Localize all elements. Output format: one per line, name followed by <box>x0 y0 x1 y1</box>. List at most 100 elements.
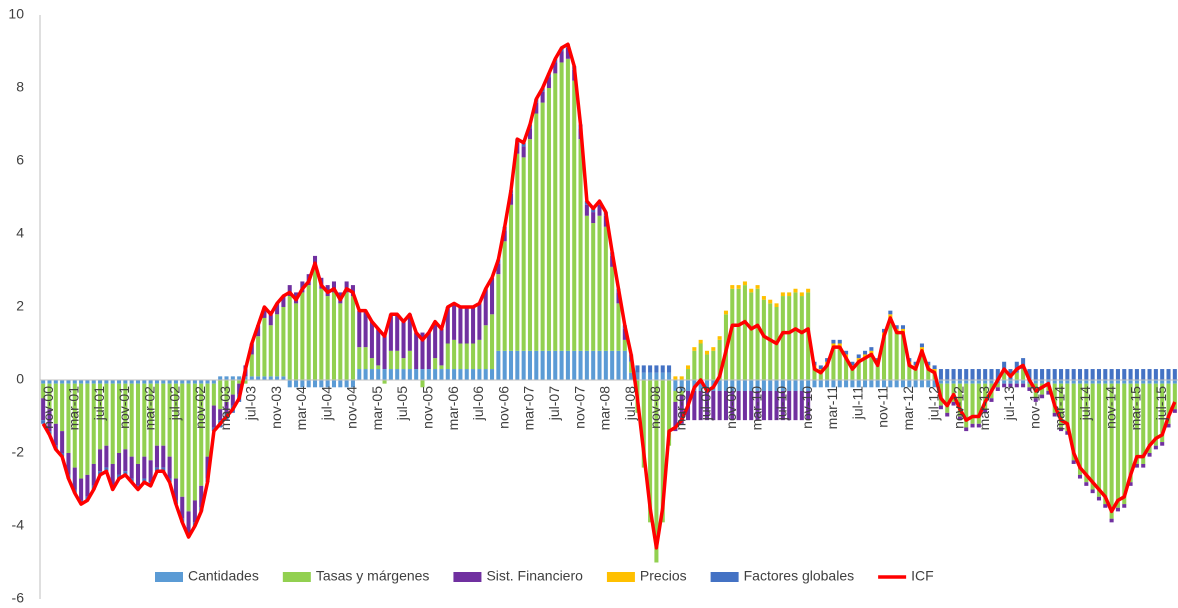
bar-segment <box>407 369 412 380</box>
bar-segment <box>913 380 918 388</box>
bar-segment <box>704 350 710 355</box>
bar-segment <box>142 383 147 457</box>
bar-segment <box>186 380 191 384</box>
bar-segment <box>407 314 412 351</box>
bar-segment <box>995 383 1000 388</box>
bar-segment <box>881 380 887 388</box>
bar-segment <box>173 383 178 479</box>
bar-segment <box>312 266 318 380</box>
bar-segment <box>641 380 646 468</box>
bar-segment <box>1046 369 1051 380</box>
bar-segment <box>610 266 615 351</box>
bar-segment <box>471 369 476 380</box>
bar-segment <box>831 380 836 388</box>
x-tick-label: mar-01 <box>65 386 81 431</box>
bar-segment <box>376 365 381 370</box>
bar-segment <box>844 380 849 388</box>
bar-segment <box>426 369 431 380</box>
bar-segment <box>1147 369 1152 380</box>
bar-segment <box>262 317 267 377</box>
bar-segment <box>262 307 267 318</box>
bar-segment <box>793 292 798 380</box>
bar-segment <box>1122 504 1127 508</box>
bar-segment <box>938 405 943 410</box>
bar-segment <box>1172 380 1177 384</box>
bar-segment <box>515 350 520 380</box>
bar-segment <box>540 102 545 351</box>
bar-segment <box>913 361 918 366</box>
bar-segment <box>1141 369 1146 380</box>
bar-segment <box>53 380 58 384</box>
bar-segment <box>148 380 153 384</box>
bar-segment <box>660 372 665 380</box>
bar-segment <box>1141 463 1146 468</box>
bar-segment <box>1065 383 1070 432</box>
x-tick-label: jul-09 <box>698 386 714 421</box>
bar-segment <box>1103 369 1108 380</box>
bar-segment <box>357 310 362 348</box>
bar-segment <box>142 380 147 384</box>
bar-segment <box>1115 369 1120 380</box>
bar-segment <box>117 380 122 384</box>
bar-segment <box>945 369 950 380</box>
bar-segment <box>692 390 697 421</box>
bar-segment <box>123 380 128 384</box>
bar-segment <box>932 365 937 370</box>
bar-segment <box>376 328 381 366</box>
bar-segment <box>135 383 141 464</box>
bar-segment <box>1002 361 1007 373</box>
bar-segment <box>129 456 134 479</box>
bar-segment <box>237 383 242 395</box>
bar-segment <box>490 277 495 315</box>
bar-segment <box>53 423 58 446</box>
bar-segment <box>458 369 463 380</box>
x-tick-label: nov-04 <box>344 386 360 429</box>
bar-segment <box>1014 372 1019 380</box>
bar-segment <box>951 369 956 380</box>
bar-segment <box>976 369 981 380</box>
bar-segment <box>1115 380 1120 384</box>
bar-segment <box>527 350 532 380</box>
bar-segment <box>1077 369 1083 380</box>
y-tick-label: -6 <box>12 590 25 603</box>
bar-segment <box>382 332 387 370</box>
bar-segment <box>1153 369 1158 380</box>
bar-segment <box>957 383 962 417</box>
bar-segment <box>85 380 90 384</box>
bar-segment <box>559 51 564 63</box>
bar-segment <box>774 303 779 307</box>
bar-segment <box>483 288 488 326</box>
bar-segment <box>306 285 311 380</box>
bar-segment <box>831 347 836 380</box>
bar-segment <box>837 380 842 388</box>
bar-segment <box>79 478 84 501</box>
bar-segment <box>211 380 216 384</box>
legend-label: Factores globales <box>744 568 855 584</box>
bar-segment <box>1153 383 1158 446</box>
bar-segment <box>881 328 887 333</box>
bar-segment <box>926 369 931 380</box>
bar-segment <box>98 383 103 450</box>
bar-segment <box>1052 412 1057 417</box>
bar-segment <box>673 401 678 432</box>
bar-segment <box>117 453 122 475</box>
bar-segment <box>667 380 672 446</box>
bar-segment <box>414 369 419 380</box>
bar-segment <box>1008 383 1013 388</box>
bar-segment <box>154 380 159 384</box>
bar-segment <box>41 398 46 421</box>
bar-segment <box>989 369 994 380</box>
x-tick-label: jul-02 <box>167 386 183 421</box>
bar-segment <box>363 347 368 370</box>
x-tick-label: mar-03 <box>217 386 233 431</box>
bar-segment <box>648 365 653 373</box>
bar-segment <box>553 62 558 74</box>
bar-segment <box>243 376 248 380</box>
bar-segment <box>1147 383 1152 453</box>
bar-segment <box>369 369 374 380</box>
bar-segment <box>679 390 684 395</box>
y-tick-label: -4 <box>12 517 25 533</box>
bar-segment <box>856 354 861 359</box>
bar-segment <box>256 336 261 377</box>
line-series <box>41 42 1177 550</box>
